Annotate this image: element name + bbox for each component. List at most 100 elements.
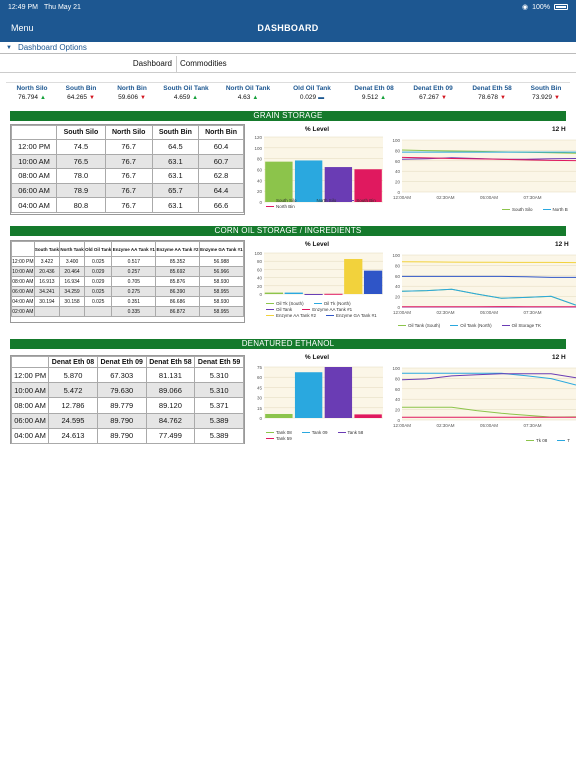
bar: [264, 292, 284, 294]
table-cell: 10:00 AM: [10, 153, 58, 170]
ticker-item[interactable]: North Bin 59.606 ▼: [102, 85, 162, 101]
arrow-up-icon: ▲: [192, 95, 199, 101]
table-cell: 80.8: [56, 197, 106, 213]
x-tick-label: 07:30AM: [523, 310, 541, 315]
table-cell: 76.7: [104, 139, 153, 155]
legend-item: North Silo: [306, 198, 337, 203]
table-cell: 67.303: [96, 366, 147, 384]
table-row: 12:00 PM 5.870 67.303 81.131 5.310: [10, 366, 244, 384]
table-row: 02:00 AM 0.335 86.872 58.955: [11, 306, 245, 317]
table-cell: 0.029: [83, 276, 113, 287]
plot-area: [264, 367, 383, 418]
table-cell: [59, 306, 85, 317]
table-cell: 76.7: [104, 153, 153, 170]
table-cell: 3.422: [33, 256, 61, 267]
table-cell: 63.1: [151, 197, 200, 213]
navigation-bar: Menu DASHBOARD: [0, 14, 576, 42]
table-header: [10, 125, 58, 140]
x-tick-label: 12:00AM: [393, 423, 411, 428]
ticker-item[interactable]: North Oil Tank 4.63 ▲: [218, 85, 278, 101]
table-cell: 10:00 AM: [11, 266, 35, 277]
menu-button[interactable]: Menu: [11, 23, 34, 33]
table-row: 06:00 AM 34.241 34.259 0.025 0.275 86.390 58.9…: [11, 286, 245, 297]
table-cell: 34.259: [59, 286, 85, 297]
y-tick-label: 100: [392, 366, 400, 371]
ethanol-line-legend: Tk 08 T: [526, 438, 576, 443]
legend-label: North Silo: [316, 198, 337, 203]
y-tick-label: 30: [257, 396, 263, 401]
table-row: 12:00 PM 3.422 3.400 0.025 0.517 85.352 56.988: [11, 256, 245, 267]
arrow-down-icon: ▼: [88, 95, 95, 101]
x-tick-label: 07:30AM: [523, 423, 541, 428]
ticker-item[interactable]: South Bin 64.265 ▼: [51, 85, 111, 101]
table-header: South Silo: [56, 125, 106, 140]
legend-swatch: [266, 308, 274, 311]
ticker-item[interactable]: Denat Eth 08 9.512 ▲: [344, 85, 404, 101]
table-cell: 63.1: [151, 153, 200, 170]
table-row: 08:00 AM 78.0 76.7 63.1 62.8: [10, 168, 244, 184]
legend-item: South Silo: [266, 198, 297, 203]
wifi-icon: ◉: [521, 4, 529, 11]
ticker-item[interactable]: South Oil Tank 4.659 ▲: [156, 85, 216, 101]
arrow-down-icon: ▼: [139, 95, 146, 101]
table-header: Denat Eth 09: [96, 356, 147, 368]
arrow-up-icon: ▲: [380, 95, 387, 101]
legend-label: Tank 59: [276, 436, 292, 441]
ticker-item[interactable]: Old Oil Tank 0.029 ▬: [282, 85, 342, 101]
tab-commodities[interactable]: Commodities: [180, 59, 227, 68]
dashboard-options-toggle[interactable]: ▼ Dashboard Options: [0, 42, 576, 54]
table-header: Denat Eth 59: [194, 356, 244, 368]
table-header: Old Oil Tank: [83, 241, 113, 257]
ticker-item[interactable]: South Bin 73.929 ▼: [516, 85, 576, 101]
series-line: [401, 261, 576, 264]
legend-swatch: [337, 431, 346, 434]
table-cell: 89.779: [96, 397, 147, 414]
table-cell: 60.4: [198, 139, 244, 155]
ticker-item[interactable]: Denat Eth 09 67.267 ▼: [403, 85, 463, 101]
legend-label: Tank 58: [347, 430, 364, 435]
section-header-corn-oil: CORN OIL STORAGE / INGREDIENTS: [10, 226, 566, 236]
ticker-value: 76.794: [18, 94, 38, 101]
legend-swatch: [502, 208, 510, 211]
table-cell: 5.310: [194, 382, 244, 399]
legend-label: Oil Tk (North): [323, 301, 351, 306]
line-chart-title: 12 H: [552, 354, 566, 361]
table-cell: 0.517: [111, 256, 157, 267]
table-cell: 58.930: [198, 276, 245, 287]
table-cell: 5.310: [194, 366, 244, 384]
table-cell: 16.934: [59, 276, 85, 287]
table-cell: 76.7: [104, 168, 153, 184]
section-header-denatured-ethanol: DENATURED ETHANOL: [10, 339, 566, 349]
table-cell: 20.464: [59, 266, 85, 277]
table-cell: 56.988: [198, 256, 245, 267]
table-cell: 24.595: [48, 412, 98, 429]
plot-area: [402, 255, 576, 307]
y-tick-label: 45: [257, 385, 263, 390]
legend-label: North B: [552, 207, 568, 212]
ticker-name: Old Oil Tank: [293, 85, 331, 92]
grain-line-legend: South Silo North B: [502, 207, 576, 212]
table-cell: 86.872: [155, 306, 200, 317]
table-cell: 0.351: [111, 296, 157, 307]
legend-label: Oil Tank (South): [408, 323, 441, 328]
table-row: 04:00 AM 30.194 30.158 0.025 0.351 86.686 58.9…: [11, 296, 245, 307]
ticker-item[interactable]: North Silo 76.794 ▲: [2, 85, 62, 101]
legend-item: North Bin: [266, 204, 295, 209]
table-cell: [83, 306, 113, 317]
bar-chart-title: % Level: [304, 241, 330, 248]
legend-swatch: [557, 439, 566, 442]
table-cell: 12.786: [48, 397, 98, 414]
legend-item: Enzyme AA Tank #2: [266, 313, 316, 318]
tab-row: Dashboard Commodities: [0, 54, 576, 73]
table-row: 08:00 AM 12.786 89.779 89.120 5.371: [10, 397, 244, 414]
y-tick-label: 80: [395, 148, 401, 153]
legend-item: Tank 08: [266, 430, 292, 435]
table-cell: 74.5: [56, 139, 106, 155]
legend-item: Oil Tank (North): [450, 323, 492, 328]
y-tick-label: 80: [395, 263, 401, 268]
y-tick-label: 60: [395, 159, 401, 164]
ticker-item[interactable]: Denat Eth 58 78.678 ▼: [462, 85, 522, 101]
y-tick-label: 60: [395, 387, 401, 392]
tab-dashboard[interactable]: Dashboard: [132, 59, 172, 68]
legend-label: Tank 09: [311, 430, 328, 435]
